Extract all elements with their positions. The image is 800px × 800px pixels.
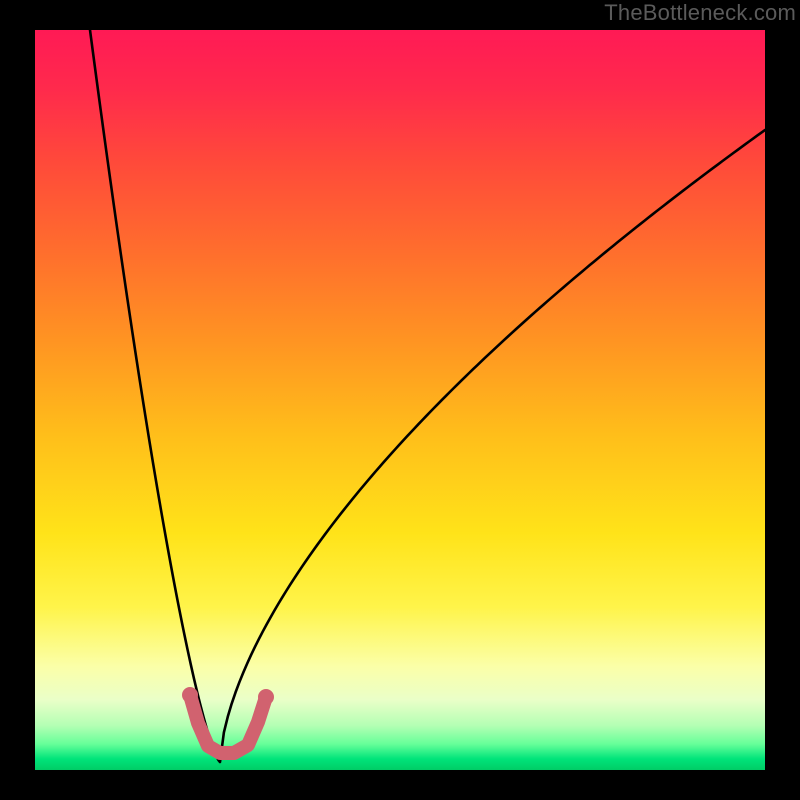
chart-svg: [0, 0, 800, 800]
chart-stage: TheBottleneck.com: [0, 0, 800, 800]
watermark-text: TheBottleneck.com: [604, 0, 796, 26]
